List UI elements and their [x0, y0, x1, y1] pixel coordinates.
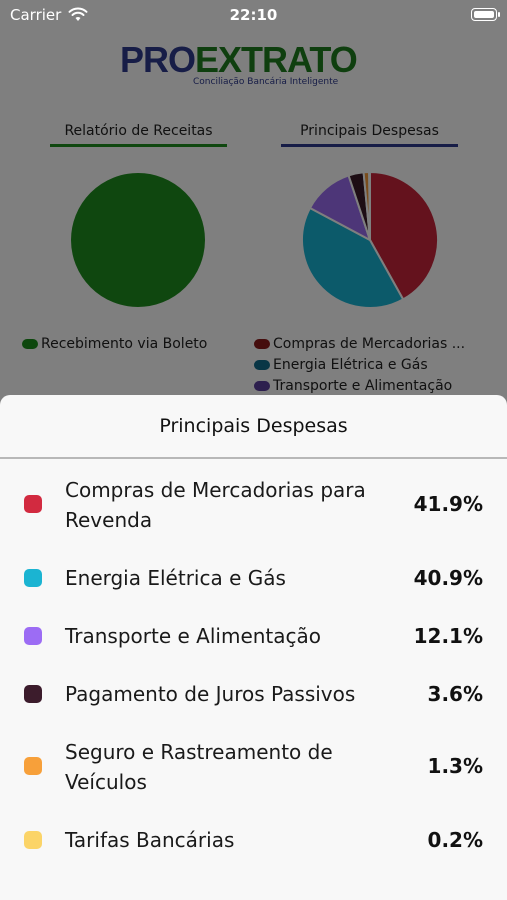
status-bar: Carrier 22:10 — [0, 0, 507, 30]
expense-label: Energia Elétrica e Gás — [65, 566, 286, 590]
battery-icon — [471, 8, 500, 21]
clock: 22:10 — [229, 6, 278, 24]
expense-percent: 41.9% — [413, 492, 483, 516]
color-swatch — [24, 495, 42, 513]
wifi-icon — [68, 7, 88, 21]
expense-label: Tarifas Bancárias — [65, 828, 235, 852]
expense-label: Compras de Mercadorias para Revenda — [65, 478, 366, 532]
expense-label: Pagamento de Juros Passivos — [65, 682, 356, 706]
sheet-divider — [0, 457, 507, 459]
despesas-bottom-sheet: Principais Despesas Compras de Mercadori… — [0, 395, 507, 900]
expense-percent: 3.6% — [427, 682, 483, 706]
expense-percent: 0.2% — [427, 828, 483, 852]
expense-label: Transporte e Alimentação — [65, 624, 322, 648]
expense-label: Seguro e Rastreamento de Veículos — [65, 740, 333, 794]
color-swatch — [24, 757, 42, 775]
color-swatch — [24, 627, 42, 645]
carrier-label: Carrier — [10, 6, 62, 24]
color-swatch — [24, 685, 42, 703]
expense-percent: 12.1% — [413, 624, 483, 648]
color-swatch — [24, 831, 42, 849]
expense-percent: 40.9% — [413, 566, 483, 590]
sheet-title: Principais Despesas — [159, 415, 348, 437]
expense-percent: 1.3% — [427, 754, 483, 778]
color-swatch — [24, 569, 42, 587]
